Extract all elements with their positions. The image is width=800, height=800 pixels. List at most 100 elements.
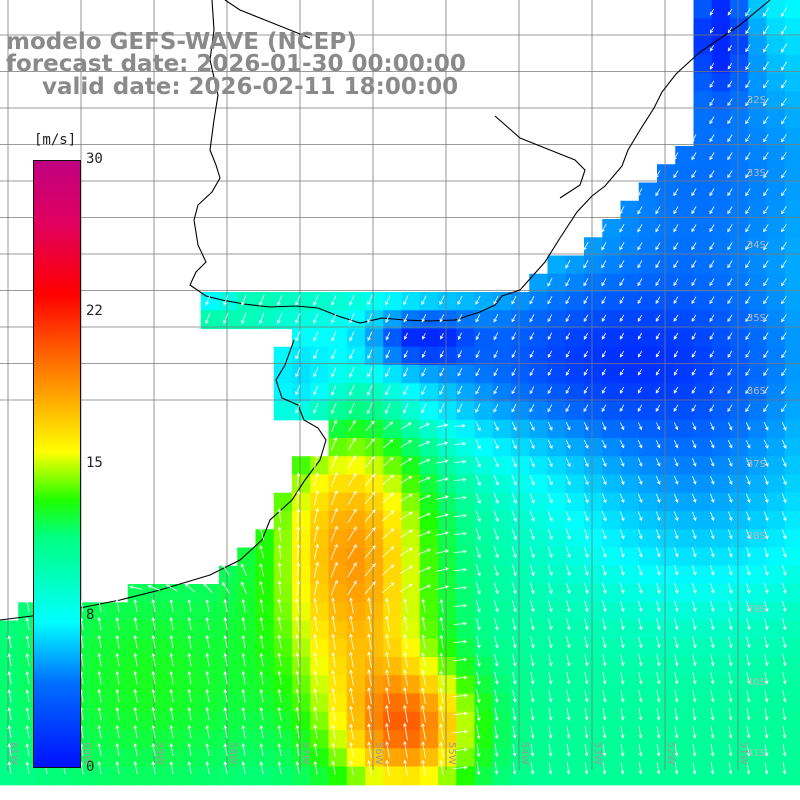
wind-vector-arrow xyxy=(673,188,679,197)
wind-vector-arrow xyxy=(418,441,431,447)
wind-speed-cell xyxy=(474,547,494,567)
wind-speed-cell xyxy=(0,693,19,713)
wind-vector-arrow xyxy=(399,565,413,575)
wind-vector-arrow xyxy=(692,511,697,522)
wind-vector-arrow xyxy=(746,672,751,685)
wind-speed-cell xyxy=(620,346,640,366)
wind-speed-cell xyxy=(255,693,275,713)
wind-speed-cell xyxy=(419,292,439,311)
wind-vector-arrow xyxy=(565,564,571,576)
wind-vector-arrow xyxy=(655,296,661,305)
wind-speed-cell xyxy=(346,602,366,622)
wind-vector-arrow xyxy=(295,598,300,614)
wind-vector-arrow xyxy=(151,670,156,685)
wind-speed-cell xyxy=(383,529,403,549)
wind-speed-cell xyxy=(602,584,622,603)
wind-vector-arrow xyxy=(475,385,481,395)
wind-vector-arrow xyxy=(296,490,301,506)
wind-speed-cell xyxy=(565,547,585,567)
wind-speed-cell xyxy=(383,584,403,603)
wind-vector-arrow xyxy=(710,726,715,739)
wind-speed-cell xyxy=(511,675,530,695)
wind-speed-cell xyxy=(474,438,494,457)
wind-vector-arrow xyxy=(602,618,607,631)
wind-speed-cell xyxy=(383,492,403,512)
wind-vector-arrow xyxy=(367,633,372,650)
wind-vector-arrow xyxy=(620,618,625,631)
wind-speed-cell xyxy=(584,310,603,330)
wind-speed-cell xyxy=(529,602,549,622)
wind-vector-arrow xyxy=(691,368,697,376)
wind-speed-cell xyxy=(492,547,512,567)
wind-speed-cell xyxy=(565,255,585,275)
wind-speed-cell xyxy=(456,492,476,512)
wind-vector-arrow xyxy=(692,493,697,503)
wind-speed-cell xyxy=(0,620,19,640)
wind-vector-arrow xyxy=(453,621,468,626)
wind-speed-cell xyxy=(438,602,457,622)
lon-label: 61W xyxy=(8,742,19,765)
wind-vector-arrow xyxy=(746,618,751,631)
wind-speed-cell xyxy=(146,711,165,731)
wind-speed-cell xyxy=(711,456,731,476)
wind-speed-cell xyxy=(730,766,749,786)
wind-vector-arrow xyxy=(313,367,319,378)
wind-speed-cell xyxy=(511,383,530,403)
wind-vector-arrow xyxy=(331,367,337,378)
wind-speed-cell xyxy=(657,237,676,257)
wind-speed-cell xyxy=(711,200,731,220)
wind-speed-cell xyxy=(146,766,165,786)
wind-speed-cell xyxy=(529,693,549,713)
wind-vector-arrow xyxy=(457,403,463,414)
wind-speed-cell xyxy=(638,255,658,275)
wind-speed-cell xyxy=(18,657,38,676)
wind-vector-arrow xyxy=(692,457,697,467)
wind-vector-arrow xyxy=(692,672,697,685)
wind-vector-arrow xyxy=(421,403,427,414)
wind-speed-cell xyxy=(748,492,768,512)
wind-speed-cell xyxy=(346,529,366,549)
wind-speed-cell xyxy=(255,657,275,676)
wind-vector-arrow xyxy=(764,726,769,739)
wind-speed-cell xyxy=(620,766,640,786)
wind-speed-cell xyxy=(419,638,439,658)
wind-vector-arrow xyxy=(241,706,246,721)
wind-vector-arrow xyxy=(692,440,697,449)
wind-vector-arrow xyxy=(511,295,517,305)
wind-vector-arrow xyxy=(313,724,318,739)
wind-speed-cell xyxy=(675,492,695,512)
wind-vector-arrow xyxy=(638,600,643,613)
wind-vector-arrow xyxy=(133,652,138,667)
wind-vector-arrow xyxy=(782,582,787,595)
wind-vector-arrow xyxy=(349,615,354,632)
wind-vector-arrow xyxy=(565,510,571,522)
wind-speed-cell xyxy=(127,730,147,749)
wind-vector-arrow xyxy=(331,294,337,306)
wind-speed-cell xyxy=(766,18,786,38)
wind-vector-arrow xyxy=(259,598,264,613)
wind-vector-arrow xyxy=(187,634,192,649)
wind-speed-cell xyxy=(219,310,238,330)
wind-speed-cell xyxy=(693,711,713,731)
wind-speed-cell xyxy=(675,456,695,476)
wind-vector-arrow xyxy=(452,693,468,698)
wind-speed-cell xyxy=(182,748,202,768)
wind-speed-cell xyxy=(784,109,800,129)
wind-vector-arrow xyxy=(674,636,679,649)
wind-speed-cell xyxy=(401,748,421,768)
wind-vector-arrow xyxy=(530,744,535,757)
wind-speed-cell xyxy=(638,328,658,348)
wind-speed-cell xyxy=(620,693,640,713)
wind-speed-cell xyxy=(438,292,457,311)
wind-speed-cell xyxy=(748,273,768,293)
wind-vector-arrow xyxy=(637,278,643,287)
wind-speed-cell xyxy=(547,766,567,786)
wind-speed-cell xyxy=(474,584,494,603)
wind-vector-arrow xyxy=(727,170,733,179)
wind-vector-arrow xyxy=(619,440,625,449)
wind-vector-arrow xyxy=(399,493,413,503)
wind-speed-cell xyxy=(511,730,530,749)
wind-speed-cell xyxy=(638,383,658,403)
wind-vector-arrow xyxy=(746,726,751,739)
wind-vector-arrow xyxy=(367,723,372,741)
